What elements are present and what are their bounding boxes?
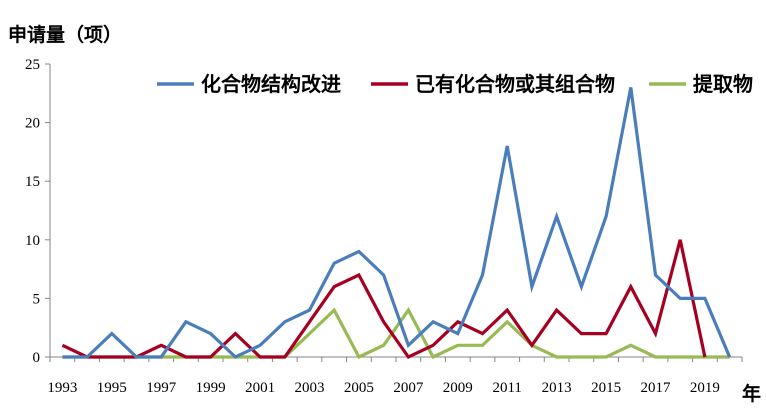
series-line-2: [62, 307, 730, 360]
y-tick-label: 10: [25, 233, 40, 249]
x-tick-label: 2015: [591, 380, 621, 396]
x-axis-label: 年: [742, 382, 761, 405]
x-tick-label: 2003: [295, 380, 325, 396]
x-tick-label: 1993: [47, 380, 77, 396]
x-tick-label: 2007: [393, 380, 424, 396]
x-tick-label: 2013: [542, 380, 572, 396]
legend: 化合物结构改进 已有化合物或其组合物 提取物: [157, 72, 753, 96]
y-axis-ticks: 0 5 10 15 20 25: [25, 57, 50, 366]
x-tick-label: 2005: [344, 380, 374, 396]
x-tick-label: 2001: [245, 380, 275, 396]
series-line-0: [62, 87, 732, 359]
y-tick-label: 25: [25, 57, 40, 73]
y-tick-label: 15: [25, 174, 40, 190]
x-axis-ticks: 1993 1995 1997 1999 2001 2003 2005 2007 2009 2011…: [47, 357, 743, 396]
x-tick-label: 2019: [690, 380, 720, 396]
x-tick-label: 1999: [196, 380, 226, 396]
x-tick-label: 2011: [492, 380, 521, 396]
x-tick-label: 2017: [641, 380, 672, 396]
x-tick-label: 1995: [97, 380, 127, 396]
legend-label-1: 已有化合物或其组合物: [415, 72, 615, 96]
x-tick-label: 2009: [443, 380, 473, 396]
y-tick-label: 5: [33, 291, 41, 307]
legend-label-2: 提取物: [693, 72, 753, 96]
series-line-1: [61, 239, 707, 360]
legend-label-0: 化合物结构改进: [201, 72, 341, 96]
y-axis-label: 申请量（项）: [8, 23, 122, 46]
series-lines: [61, 87, 732, 360]
y-tick-label: 0: [33, 350, 41, 366]
y-tick-label: 20: [25, 116, 40, 132]
x-tick-label: 1997: [146, 380, 177, 396]
